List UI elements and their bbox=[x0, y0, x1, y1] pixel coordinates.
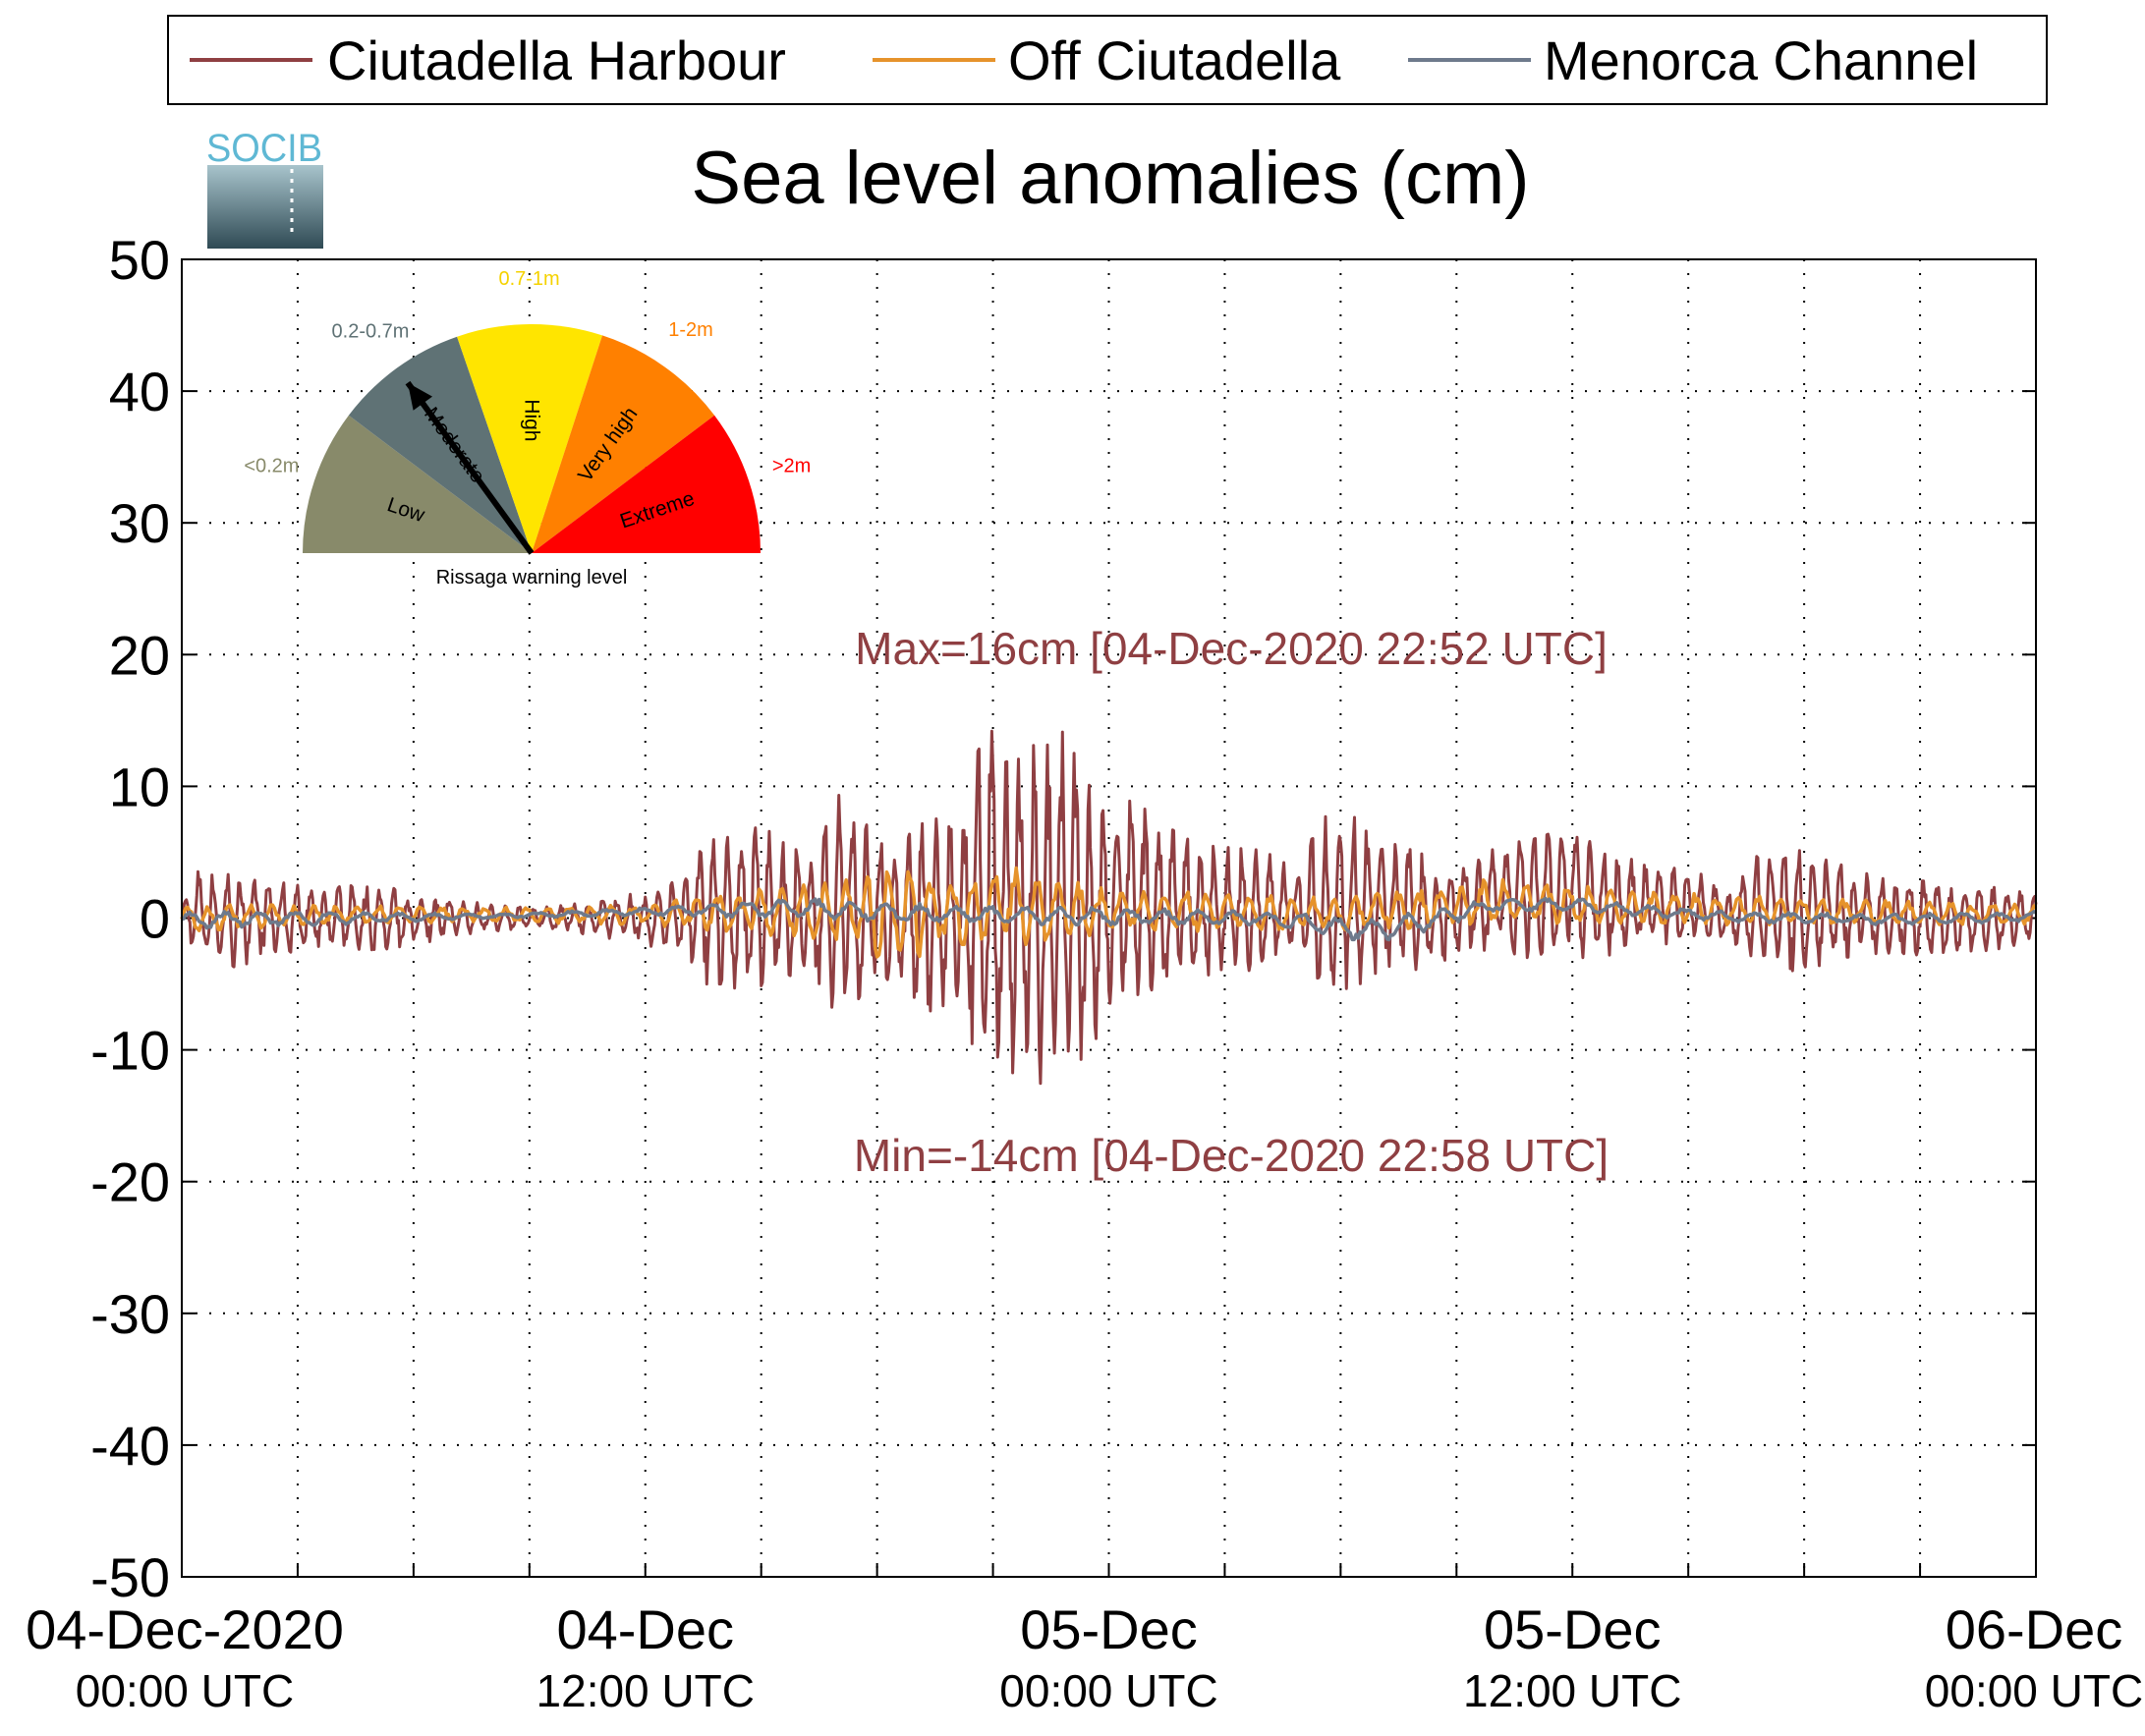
x-tick-label-date: 04-Dec-2020 bbox=[26, 1598, 344, 1660]
logo-text: SOCIB bbox=[206, 127, 322, 170]
annotation-min: Min=-14cm [04-Dec-2020 22:58 UTC] bbox=[854, 1130, 1609, 1181]
chart-title: Sea level anomalies (cm) bbox=[691, 137, 1529, 220]
x-tick-label-date: 05-Dec bbox=[1020, 1598, 1198, 1660]
legend-label-harbour: Ciutadella Harbour bbox=[327, 29, 786, 91]
y-tick-label: -40 bbox=[90, 1415, 170, 1477]
gauge-segment-high bbox=[457, 323, 602, 553]
annotation-max: Max=16cm [04-Dec-2020 22:52 UTC] bbox=[855, 623, 1608, 674]
logo-block bbox=[207, 165, 323, 249]
y-tick-label: 20 bbox=[109, 624, 170, 686]
gauge-segment-extreme bbox=[532, 415, 761, 553]
y-axis-labels: 50 40 30 20 10 0 -10 -20 -30 -40 -50 bbox=[90, 229, 170, 1608]
y-tick-label: 30 bbox=[109, 492, 170, 554]
x-tick-label-time: 00:00 UTC bbox=[1925, 1665, 2143, 1716]
legend-box bbox=[167, 15, 2048, 105]
annotations: Max=16cm [04-Dec-2020 22:52 UTC] Min=-14c… bbox=[854, 623, 1609, 1181]
gauge-range-label: 0.7-1m bbox=[498, 268, 559, 290]
x-tick-label-time: 12:00 UTC bbox=[1463, 1665, 1681, 1716]
y-tick-label: -10 bbox=[90, 1020, 170, 1082]
gauge-segment-low bbox=[303, 415, 532, 553]
gauge-segment-very-high bbox=[532, 335, 715, 553]
x-tick-label-time: 00:00 UTC bbox=[76, 1665, 294, 1716]
gauge-range-label: 0.2-0.7m bbox=[332, 320, 410, 342]
plot-frame bbox=[181, 258, 2037, 1578]
gauge-needle-head bbox=[408, 382, 432, 411]
x-tick-label-time: 12:00 UTC bbox=[536, 1665, 755, 1716]
legend-label-off: Off Ciutadella bbox=[1008, 29, 1341, 91]
gauge-title: Rissaga warning level bbox=[436, 567, 628, 588]
series-line-2 bbox=[181, 896, 2037, 942]
series-line-0 bbox=[181, 729, 2038, 1086]
x-tick-label-date: 04-Dec bbox=[556, 1598, 734, 1660]
y-tick-label: 40 bbox=[109, 361, 170, 422]
y-tick-label: -50 bbox=[90, 1546, 170, 1608]
legend-label-channel: Menorca Channel bbox=[1544, 29, 1978, 91]
y-tick-label: -30 bbox=[90, 1283, 170, 1345]
y-tick-label: 50 bbox=[109, 229, 170, 291]
series-layer bbox=[180, 729, 2038, 1086]
x-tick-label-time: 00:00 UTC bbox=[999, 1665, 1217, 1716]
y-tick-label: 10 bbox=[109, 756, 170, 817]
legend: Ciutadella Harbour Off Ciutadella Menorc… bbox=[167, 15, 2048, 105]
x-tick-label-date: 06-Dec bbox=[1946, 1598, 2123, 1660]
socib-logo: SOCIB bbox=[206, 127, 323, 249]
gauge-label: High bbox=[520, 399, 542, 441]
y-tick-label: 0 bbox=[140, 888, 170, 950]
gauge-range-label: >2m bbox=[772, 456, 811, 477]
gauge-range-label: 1-2m bbox=[668, 319, 713, 341]
y-tick-label: -20 bbox=[90, 1151, 170, 1213]
x-tick-label-date: 05-Dec bbox=[1484, 1598, 1662, 1660]
gauge-range-label: <0.2m bbox=[244, 456, 299, 477]
gauge-segment-moderate bbox=[348, 336, 532, 553]
gauge-needle bbox=[405, 380, 535, 555]
